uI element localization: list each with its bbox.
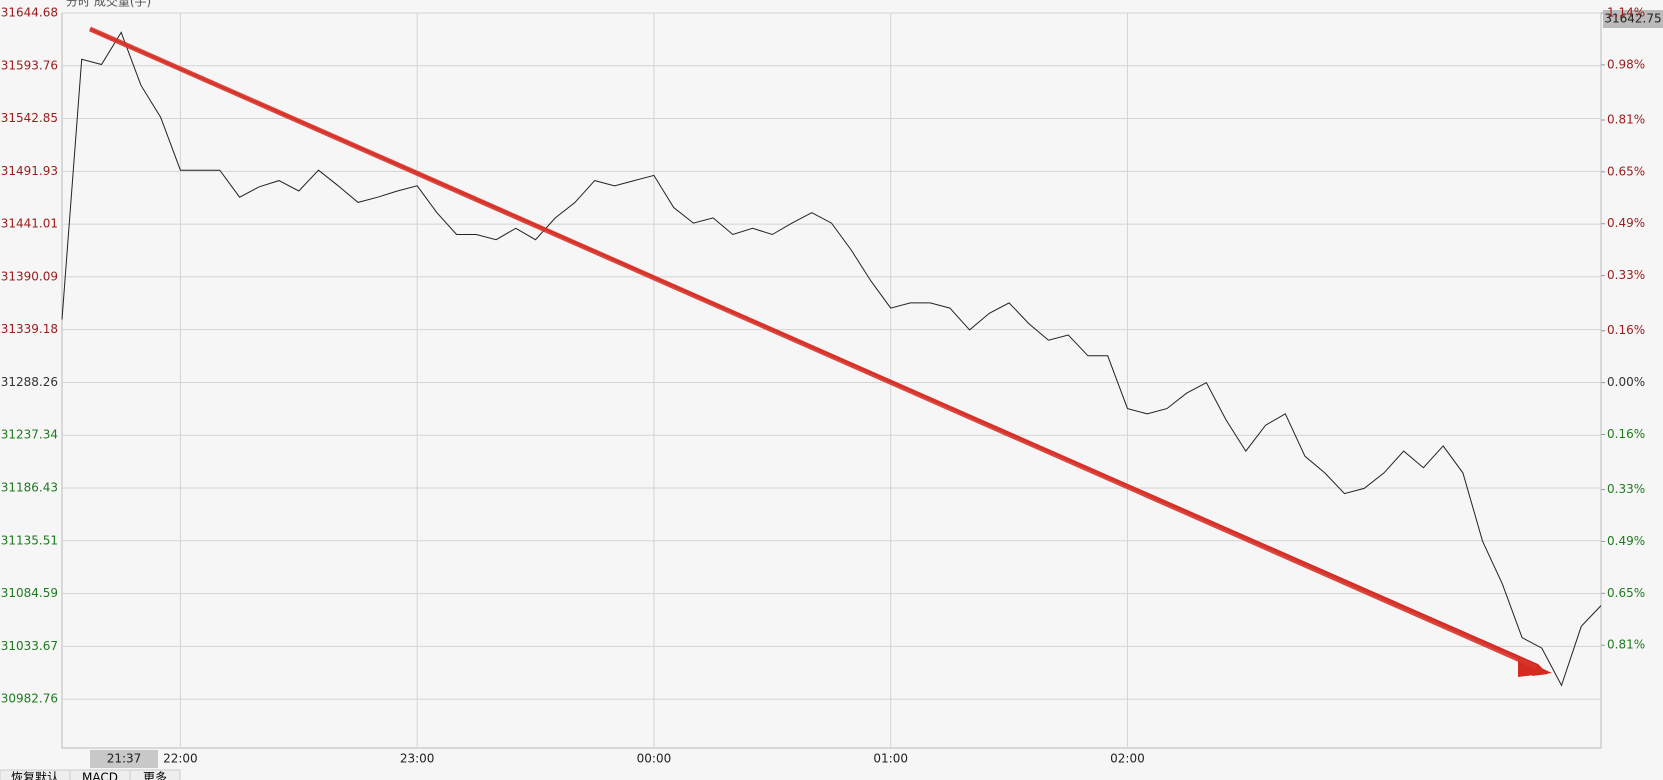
x-tick-label: 00:00 [637,752,672,766]
y-tick-label: 31135.51 [1,533,58,547]
y2-tick-label: 0.49% [1607,534,1645,548]
y2-tick-label: 0.33% [1607,268,1645,282]
tab-label[interactable]: MACD [82,771,118,780]
y-tick-label: 31288.26 [1,375,58,389]
y2-tick-label: 0.33% [1607,482,1645,496]
y2-tick-label: 0.65% [1607,164,1645,178]
y-tick-label: 31441.01 [1,217,58,231]
y2-tick-label: 1.14% [1607,6,1645,20]
tab-label[interactable]: 恢复默认 [11,770,59,780]
y-tick-label: 30982.76 [1,692,58,706]
price-line [61,31,1602,687]
y-tick-label: 31237.34 [1,428,58,442]
cursor-box [90,750,158,768]
y-tick-label: 31644.68 [1,6,58,20]
x-tick-label: 22:00 [163,752,198,766]
y2-tick-label: 0.49% [1607,216,1645,230]
y-tick-label: 31542.85 [1,111,58,125]
tabs: 恢复默认 MACD 更多 [0,769,181,780]
y2-tick-label: 0.81% [1607,638,1645,652]
y2-tick-label: 0.00% [1607,375,1645,389]
cursor-label: 21:37 [107,752,142,766]
tab[interactable] [129,769,181,780]
y-tick-label: 31186.43 [1,481,58,495]
y-tick-label: 31339.18 [1,322,58,336]
x-tick-label: 01:00 [873,752,908,766]
y2-tick-label: 0.98% [1607,57,1645,71]
x-tick-label: 02:00 [1110,752,1145,766]
y-tick-label: 31491.93 [1,164,58,178]
marks [61,31,1602,687]
chart-title: 分时 成交量(手) [66,0,151,9]
price-box [1603,10,1663,28]
y-tick-label: 31390.09 [1,269,58,283]
y-tick-label: 31033.67 [1,639,58,653]
y2-tick-label: 0.65% [1607,586,1645,600]
tab-label[interactable]: 更多 [143,771,167,780]
y2-tick-label: 0.16% [1607,323,1645,337]
y-tick-label: 31084.59 [1,586,58,600]
arrow-shaft [88,26,1538,670]
current-price: 31642.75 [1604,12,1661,26]
y2-tick-label: 0.16% [1607,427,1645,441]
grid [61,12,1605,749]
y2-tick-label: 0.81% [1607,112,1645,126]
x-tick-label: 23:00 [400,752,435,766]
y-tick-label: 31593.76 [1,58,58,72]
